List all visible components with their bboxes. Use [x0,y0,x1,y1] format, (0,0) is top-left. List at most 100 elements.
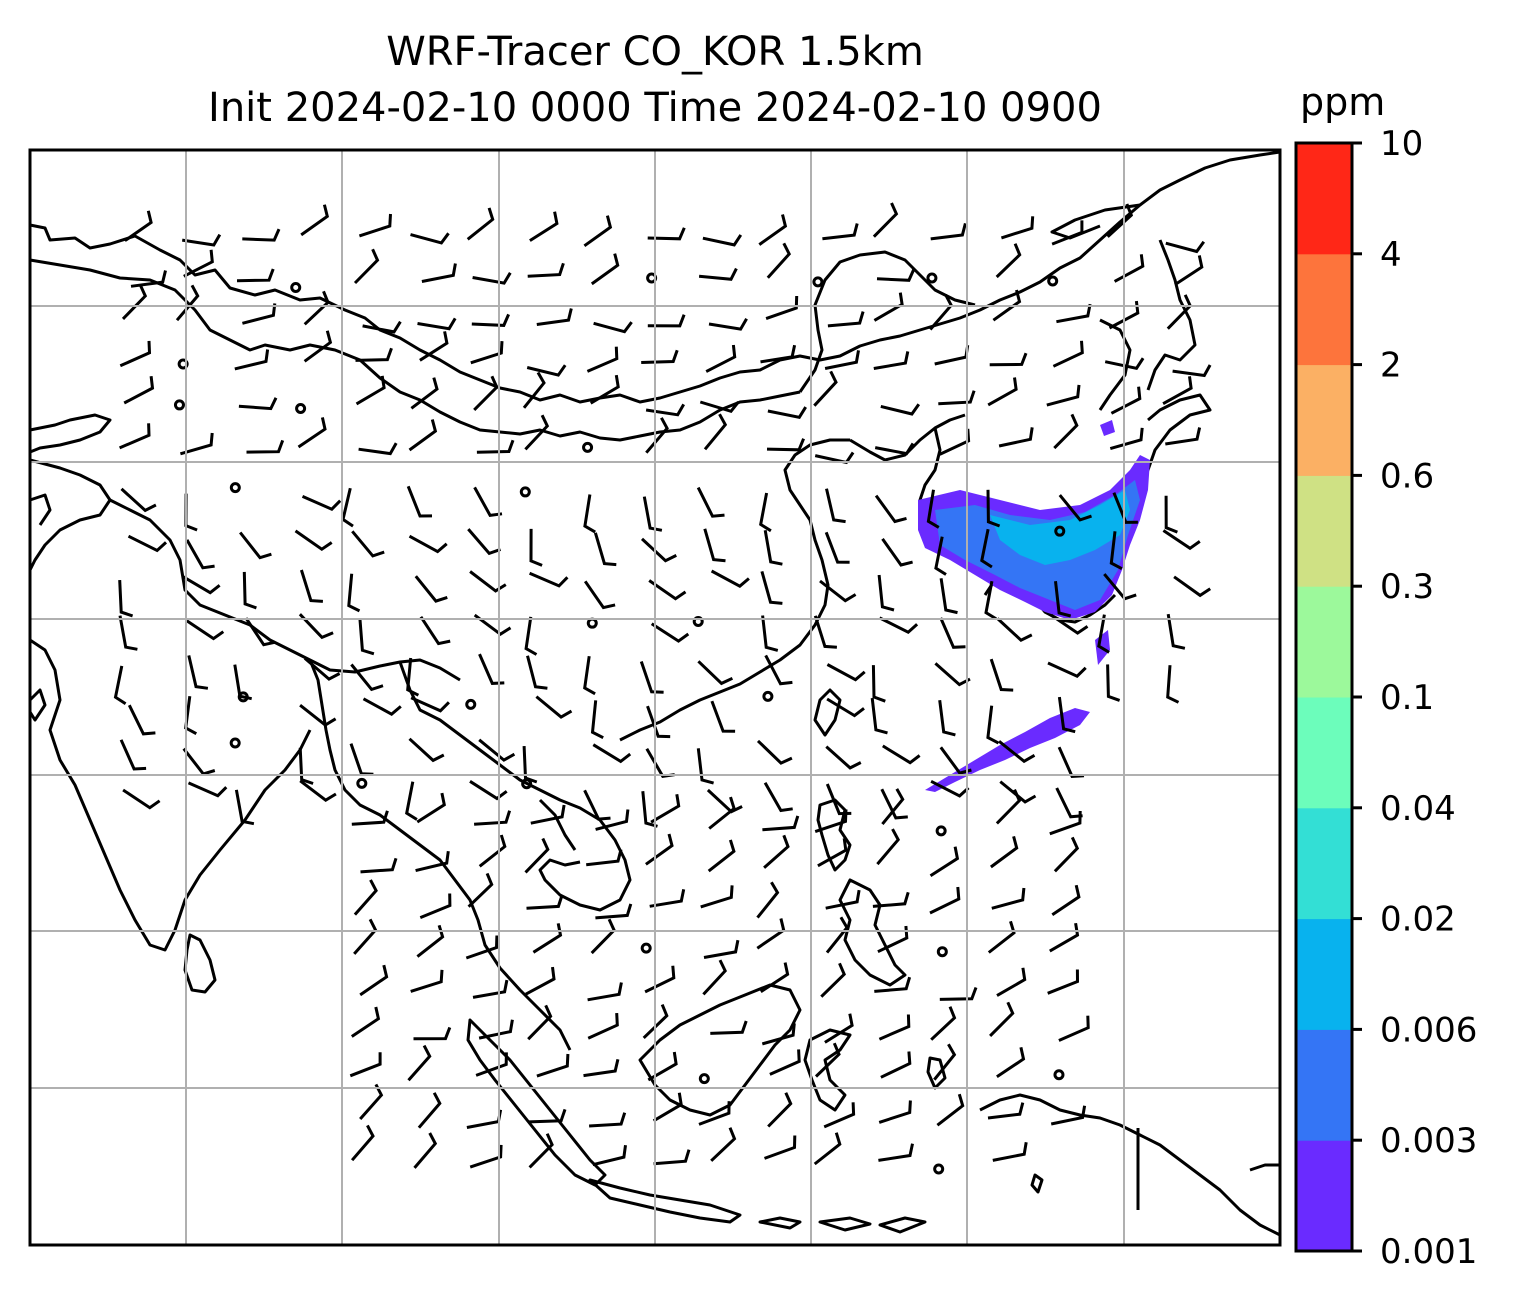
wind-barb [698,1101,731,1126]
wind-barb [998,427,1034,448]
wind-barb [127,704,156,736]
wind-barb [1050,613,1089,635]
wind-barb [529,571,569,588]
wind-barb [647,314,686,328]
wind-barb [121,284,148,320]
wind-barb [406,485,433,518]
wind-barb [351,530,385,558]
wind-barb [242,303,277,325]
wind-barb [939,986,978,1001]
wind-barb [1050,1105,1087,1126]
wind-barb [419,893,452,919]
wind-barb [298,747,314,785]
wind-barb [350,1006,381,1038]
wind-barb [355,375,386,406]
wind-barb [362,697,402,717]
colorbar-tick-label: 0.006 [1380,1010,1477,1050]
wind-barb [246,439,285,454]
wind-barb [1162,529,1201,551]
wind-barb [1109,427,1144,451]
wind-barb [119,739,147,771]
wind-barb [417,1092,442,1129]
wind-barb [824,350,860,370]
wind-barb [989,352,1028,367]
wind-barb [530,804,566,825]
wind-barb [996,967,1027,997]
wind-barb [238,397,278,411]
wind-barb [301,495,342,511]
wind-barb [707,839,736,873]
wind-barb [299,779,337,803]
wind-barb [416,792,446,824]
wind-barb [708,317,748,331]
wind-barb [703,528,726,563]
wind-barb [708,796,736,830]
wind-barb [119,423,151,450]
wind-barb [589,374,620,405]
wind-barb [640,537,677,563]
wind-barb [410,232,450,245]
wind-barb [236,268,275,283]
wind-barb [820,962,846,998]
gridlines [30,150,1280,1245]
wind-barb [933,1043,957,1081]
wind-barb [410,696,450,713]
wind-barb [819,579,857,603]
wind-barb [413,1026,452,1041]
calm-wind-marker [640,942,652,954]
wind-barb [641,349,679,364]
wind-barb [641,791,658,828]
wind-barb [645,403,685,417]
wind-barb [303,290,330,326]
wind-barb [590,253,620,286]
wind-barb [407,1044,432,1082]
wind-barb [710,700,736,733]
wind-barb [995,788,1022,825]
wind-barb [587,982,623,1002]
wind-barb [824,531,850,564]
wind-barb [766,438,805,452]
wind-barb [358,213,392,238]
calm-wind-marker [237,691,249,703]
wind-barb [647,1051,678,1082]
wind-barb [995,243,1022,279]
wind-barb [1174,255,1204,286]
wind-barb [299,569,323,603]
wind-barb [825,916,849,954]
wind-barb [410,377,439,410]
wind-barb [702,234,743,247]
wind-barb [526,894,564,910]
colorbar-band [1296,475,1352,587]
wind-barb [826,663,866,682]
wind-barb [587,1013,619,1040]
colorbar-band [1296,586,1352,698]
calm-wind-marker [290,281,302,293]
wind-barb [294,529,333,552]
wind-barb [410,969,444,993]
wind-barb [353,248,380,285]
colorbar-band [1296,364,1352,476]
wind-barb [1162,376,1193,406]
wind-barb [586,346,619,373]
wind-barb [1104,357,1145,370]
wind-barb [472,272,512,285]
wind-barb [876,828,901,866]
wind-barb [1056,303,1092,324]
wind-barb [113,665,127,705]
wind-barb [759,492,772,533]
wind-barb [469,1144,503,1169]
wind-barb [878,1143,914,1162]
wind-barb [185,539,215,570]
colorbar-tick-label: 0.1 [1380,678,1434,718]
wind-barb [182,747,216,776]
wind-barb [653,1149,691,1166]
wind-barb [583,789,611,821]
calm-wind-marker [933,1163,945,1175]
calm-wind-marker [692,615,704,627]
wind-barb [589,1112,627,1128]
calm-wind-markers [173,272,1066,1175]
wind-barb [648,579,687,601]
wind-barb [872,202,899,238]
wind-barb [415,851,450,873]
